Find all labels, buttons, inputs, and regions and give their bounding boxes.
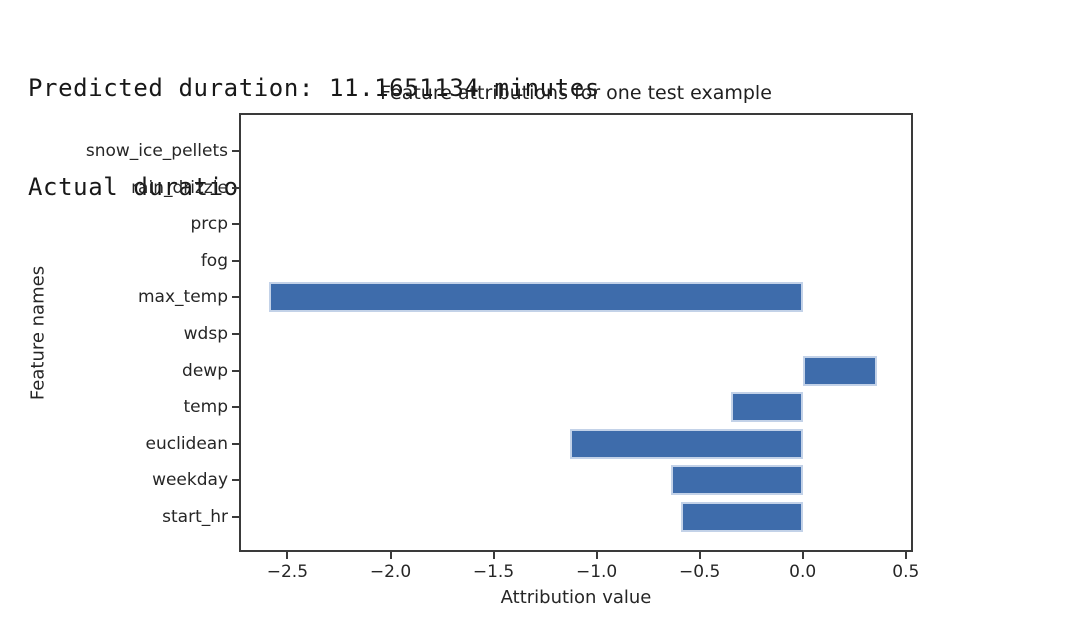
y-tick-label-temp: temp bbox=[183, 397, 228, 418]
bar-max_temp bbox=[268, 282, 803, 313]
bar-start_hr bbox=[681, 502, 803, 532]
x-tick-label: 0.0 bbox=[789, 562, 817, 582]
y-tick-mark bbox=[232, 442, 240, 445]
x-tick-mark bbox=[801, 552, 804, 559]
y-tick-label-rain_drizzle: rain_drizzle bbox=[131, 177, 228, 198]
x-tick-mark bbox=[492, 552, 495, 559]
bar-weekday bbox=[670, 465, 803, 496]
y-axis-label: Feature names bbox=[27, 265, 49, 401]
x-tick-label: −2.5 bbox=[266, 562, 309, 582]
y-tick-mark bbox=[232, 186, 240, 189]
y-tick-mark bbox=[232, 516, 240, 518]
x-tick-label: −0.5 bbox=[679, 562, 721, 582]
predicted-duration-line: Predicted duration: 11.1651134 minutes bbox=[28, 74, 600, 102]
bar-euclidean bbox=[569, 428, 803, 459]
x-tick-label: 0.5 bbox=[892, 562, 920, 582]
y-tick-label-wdsp: wdsp bbox=[183, 324, 228, 344]
y-tick-mark bbox=[232, 259, 240, 262]
y-tick-label-snow_ice_pellets: snow_ice_pellets bbox=[85, 141, 228, 161]
y-tick-label-fog: fog bbox=[200, 250, 228, 271]
x-tick-label: −1.5 bbox=[472, 562, 515, 582]
y-tick-label-prcp: prcp bbox=[190, 214, 228, 235]
y-tick-label-start_hr: start_hr bbox=[162, 507, 228, 527]
bar-temp bbox=[730, 392, 803, 423]
x-tick-mark bbox=[698, 552, 701, 559]
y-tick-mark bbox=[232, 406, 240, 409]
y-tick-mark bbox=[232, 150, 240, 152]
x-tick-mark bbox=[595, 552, 598, 559]
y-tick-mark bbox=[232, 333, 240, 335]
x-tick-mark bbox=[286, 552, 289, 559]
y-tick-mark bbox=[232, 479, 240, 482]
y-tick-mark bbox=[232, 369, 240, 372]
x-tick-mark bbox=[904, 552, 907, 559]
y-tick-label-max_temp: max_temp bbox=[137, 287, 228, 308]
y-tick-label-euclidean: euclidean bbox=[145, 433, 228, 454]
x-tick-label: −2.0 bbox=[369, 562, 412, 582]
x-tick-mark bbox=[389, 552, 392, 559]
x-tick-label: −1.0 bbox=[575, 562, 618, 582]
y-tick-label-weekday: weekday bbox=[152, 470, 228, 491]
y-tick-mark bbox=[232, 223, 240, 226]
bar-dewp bbox=[802, 355, 877, 386]
chart-title: Feature attributions for one test exampl… bbox=[380, 82, 772, 104]
y-tick-mark bbox=[232, 296, 240, 299]
plot-area bbox=[239, 113, 913, 552]
x-axis-label: Attribution value bbox=[500, 587, 652, 608]
y-tick-label-dewp: dewp bbox=[182, 360, 228, 381]
